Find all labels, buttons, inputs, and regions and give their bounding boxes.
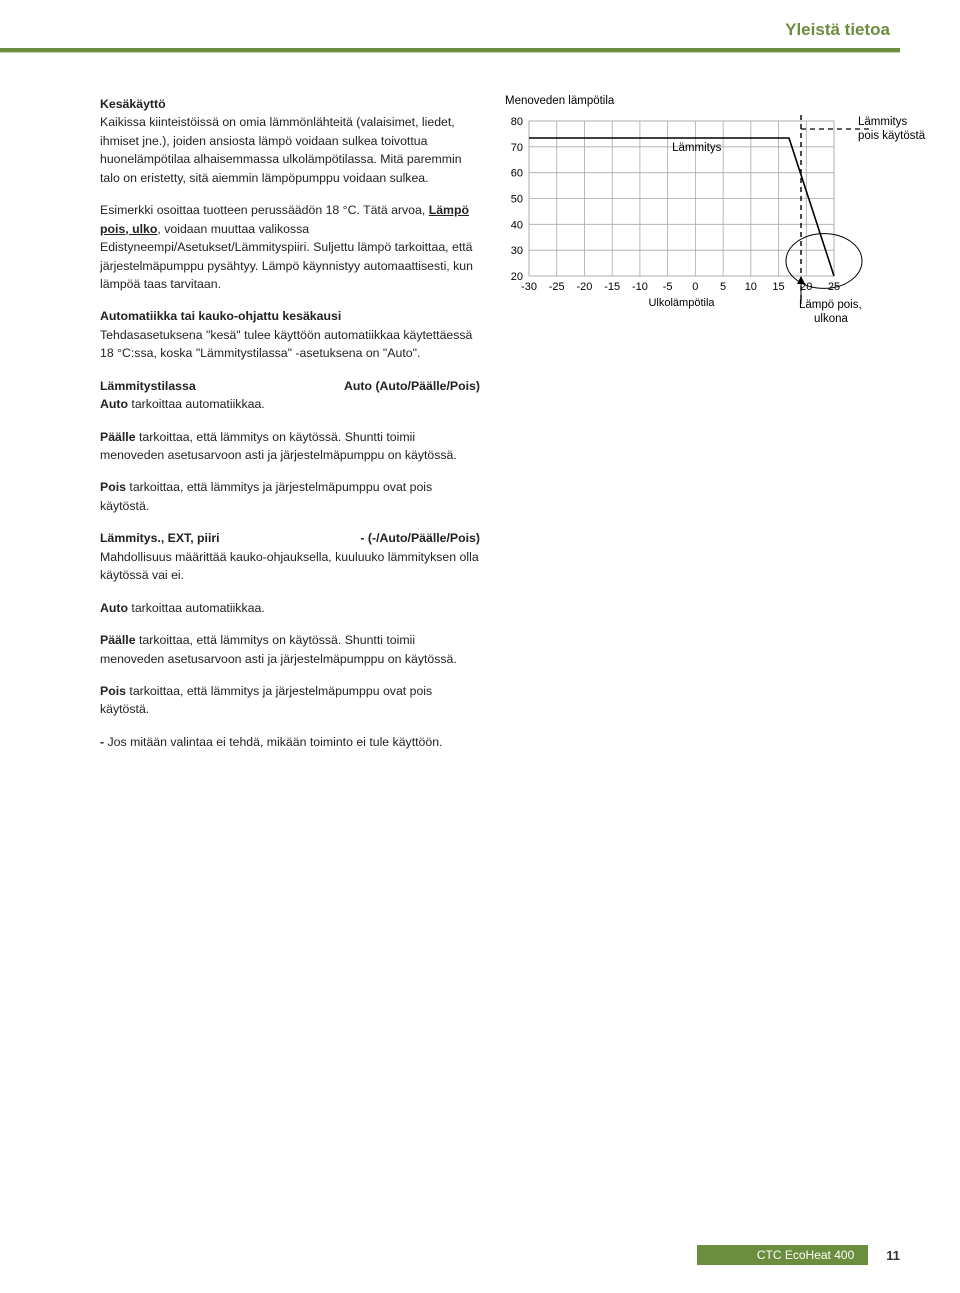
svg-text:-25: -25 <box>549 281 565 293</box>
auto2: Auto tarkoittaa automatiikkaa. <box>100 599 480 617</box>
setting2-desc: Mahdollisuus määrittää kauko-ohjauksella… <box>100 548 480 585</box>
svg-text:-30: -30 <box>521 281 537 293</box>
svg-text:10: 10 <box>745 281 757 293</box>
auto2-bold: Auto <box>100 601 128 615</box>
footer-page: 11 <box>886 1248 900 1263</box>
svg-text:-20: -20 <box>577 281 593 293</box>
s1-body2a: Esimerkki osoittaa tuotteen perussäädön … <box>100 203 429 217</box>
pois1: Pois tarkoittaa, että lämmitys ja järjes… <box>100 478 480 515</box>
chart-area: Menoveden lämpötila 80706050403020-30-25… <box>505 95 935 313</box>
header-bar-shade <box>0 52 900 53</box>
svg-text:-5: -5 <box>663 281 673 293</box>
svg-text:40: 40 <box>511 219 523 231</box>
pois1-text: tarkoittaa, että lämmitys ja järjestelmä… <box>100 480 432 512</box>
svg-text:50: 50 <box>511 194 523 206</box>
dash-text: Jos mitään valintaa ei tehdä, mikään toi… <box>104 735 442 749</box>
footer: CTC EcoHeat 400 11 <box>697 1245 900 1265</box>
setting1-desc: Auto tarkoittaa automatiikkaa. <box>100 395 480 413</box>
s1-body: Kaikissa kiinteistöissä on omia lämmönlä… <box>100 115 462 184</box>
svg-text:15: 15 <box>772 281 784 293</box>
dash: - Jos mitään valintaa ei tehdä, mikään t… <box>100 733 480 751</box>
s2-title: Automatiikka tai kauko-ohjattu kesäkausi <box>100 309 341 323</box>
svg-text:60: 60 <box>511 168 523 180</box>
setting1-value: Auto (Auto/Päälle/Pois) <box>344 377 480 395</box>
auto2-text: tarkoittaa automatiikkaa. <box>128 601 265 615</box>
svg-text:80: 80 <box>511 116 523 128</box>
chart-title: Menoveden lämpötila <box>505 95 935 107</box>
paalle1: Päälle tarkoittaa, että lämmitys on käyt… <box>100 428 480 465</box>
svg-text:ulkona: ulkona <box>814 313 848 325</box>
chart-svg: 80706050403020-30-25-20-15-10-5051015202… <box>505 113 935 343</box>
footer-product: CTC EcoHeat 400 <box>697 1245 868 1265</box>
left-column: Kesäkäyttö Kaikissa kiinteistöissä on om… <box>100 95 480 765</box>
setting1-desc-text: tarkoittaa automatiikkaa. <box>128 397 265 411</box>
svg-text:30: 30 <box>511 245 523 257</box>
section-2: Automatiikka tai kauko-ohjattu kesäkausi… <box>100 307 480 362</box>
svg-text:70: 70 <box>511 142 523 154</box>
svg-text:0: 0 <box>692 281 698 293</box>
setting2-line: Lämmitys., EXT, piiri - (-/Auto/Päälle/P… <box>100 529 480 547</box>
svg-text:-15: -15 <box>604 281 620 293</box>
paalle2-text: tarkoittaa, että lämmitys on käytössä. S… <box>100 633 457 665</box>
svg-text:pois käytöstä: pois käytöstä <box>858 130 926 142</box>
page-header-title: Yleistä tietoa <box>785 20 890 40</box>
svg-text:Ulkolämpötila: Ulkolämpötila <box>648 297 715 309</box>
svg-text:Lämmitys: Lämmitys <box>672 142 721 154</box>
setting1-desc-bold: Auto <box>100 397 128 411</box>
setting2-value: - (-/Auto/Päälle/Pois) <box>360 529 480 547</box>
paalle1-bold: Päälle <box>100 430 136 444</box>
paalle1-text: tarkoittaa, että lämmitys on käytössä. S… <box>100 430 457 462</box>
setting1-line: Lämmitystilassa Auto (Auto/Päälle/Pois) <box>100 377 480 395</box>
setting2-label: Lämmitys., EXT, piiri <box>100 529 220 547</box>
paalle2-bold: Päälle <box>100 633 136 647</box>
svg-text:5: 5 <box>720 281 726 293</box>
chart-wrap: 80706050403020-30-25-20-15-10-5051015202… <box>505 113 935 313</box>
pois1-bold: Pois <box>100 480 126 494</box>
pois2-bold: Pois <box>100 684 126 698</box>
setting1-label: Lämmitystilassa <box>100 377 196 395</box>
pois2: Pois tarkoittaa, että lämmitys ja järjes… <box>100 682 480 719</box>
svg-text:Lämpö pois,: Lämpö pois, <box>799 299 862 311</box>
svg-text:-10: -10 <box>632 281 648 293</box>
s2-body: Tehdasasetuksena "kesä" tulee käyttöön a… <box>100 328 472 360</box>
s1-title: Kesäkäyttö <box>100 97 166 111</box>
svg-text:Lämmitys: Lämmitys <box>858 116 907 128</box>
s1-body2: Esimerkki osoittaa tuotteen perussäädön … <box>100 201 480 293</box>
pois2-text: tarkoittaa, että lämmitys ja järjestelmä… <box>100 684 432 716</box>
paalle2: Päälle tarkoittaa, että lämmitys on käyt… <box>100 631 480 668</box>
section-1: Kesäkäyttö Kaikissa kiinteistöissä on om… <box>100 95 480 187</box>
